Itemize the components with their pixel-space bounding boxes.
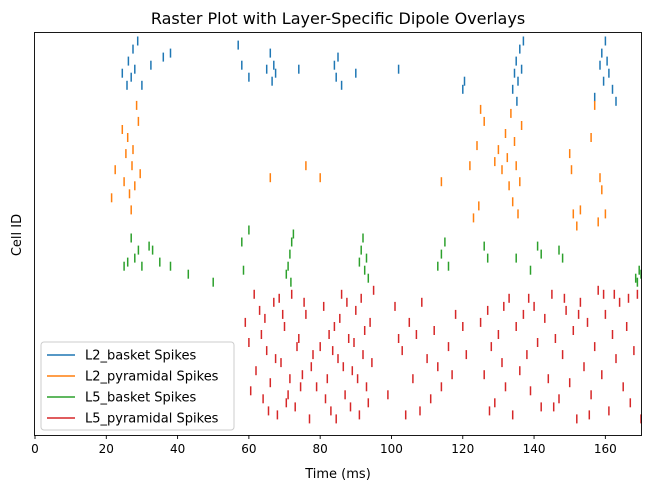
spike-marks <box>110 36 642 424</box>
x-axis-ticks: 0 20 40 60 80 100 120 140 160 <box>31 435 617 456</box>
x-tick-label-2: 20 <box>99 442 114 456</box>
x-tick-label-8: 140 <box>523 442 546 456</box>
y-axis-label: Cell ID <box>10 214 25 256</box>
x-tick-label-5: 80 <box>313 442 328 456</box>
legend: L2_basket Spikes L2_pyramidal Spikes L5_ba… <box>40 341 235 431</box>
x-tick-label-7: 120 <box>451 442 474 456</box>
x-axis-label: Time (ms) <box>304 467 371 482</box>
legend-label-1: L2_basket Spikes <box>85 349 196 364</box>
legend-box <box>40 341 235 431</box>
x-tick-label-6: 100 <box>380 442 403 456</box>
chart-title: Raster Plot with Layer-Specific Dipole O… <box>151 9 525 28</box>
x-tick-label-4: 60 <box>241 442 256 456</box>
legend-label-2: L2_pyramidal Spikes <box>85 370 219 385</box>
x-tick-label-9: 160 <box>594 442 617 456</box>
x-tick-label-1: 0 <box>31 442 39 456</box>
x-tick-label-3: 40 <box>170 442 185 456</box>
plot-frame <box>34 32 642 436</box>
legend-label-3: L5_basket Spikes <box>85 391 196 406</box>
legend-label-4: L5_pyramidal Spikes <box>85 412 219 427</box>
